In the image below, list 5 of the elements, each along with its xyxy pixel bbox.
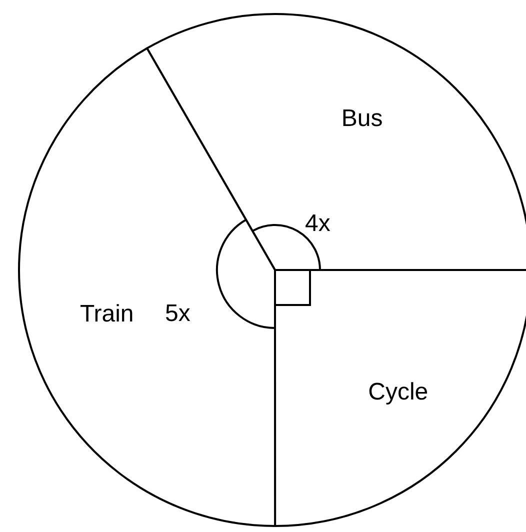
slice-label: Cycle — [368, 378, 428, 406]
slice-label: Train — [80, 300, 134, 328]
text: 5x — [165, 300, 190, 327]
slice-label: Bus — [341, 104, 383, 132]
text: 4x — [305, 210, 330, 237]
